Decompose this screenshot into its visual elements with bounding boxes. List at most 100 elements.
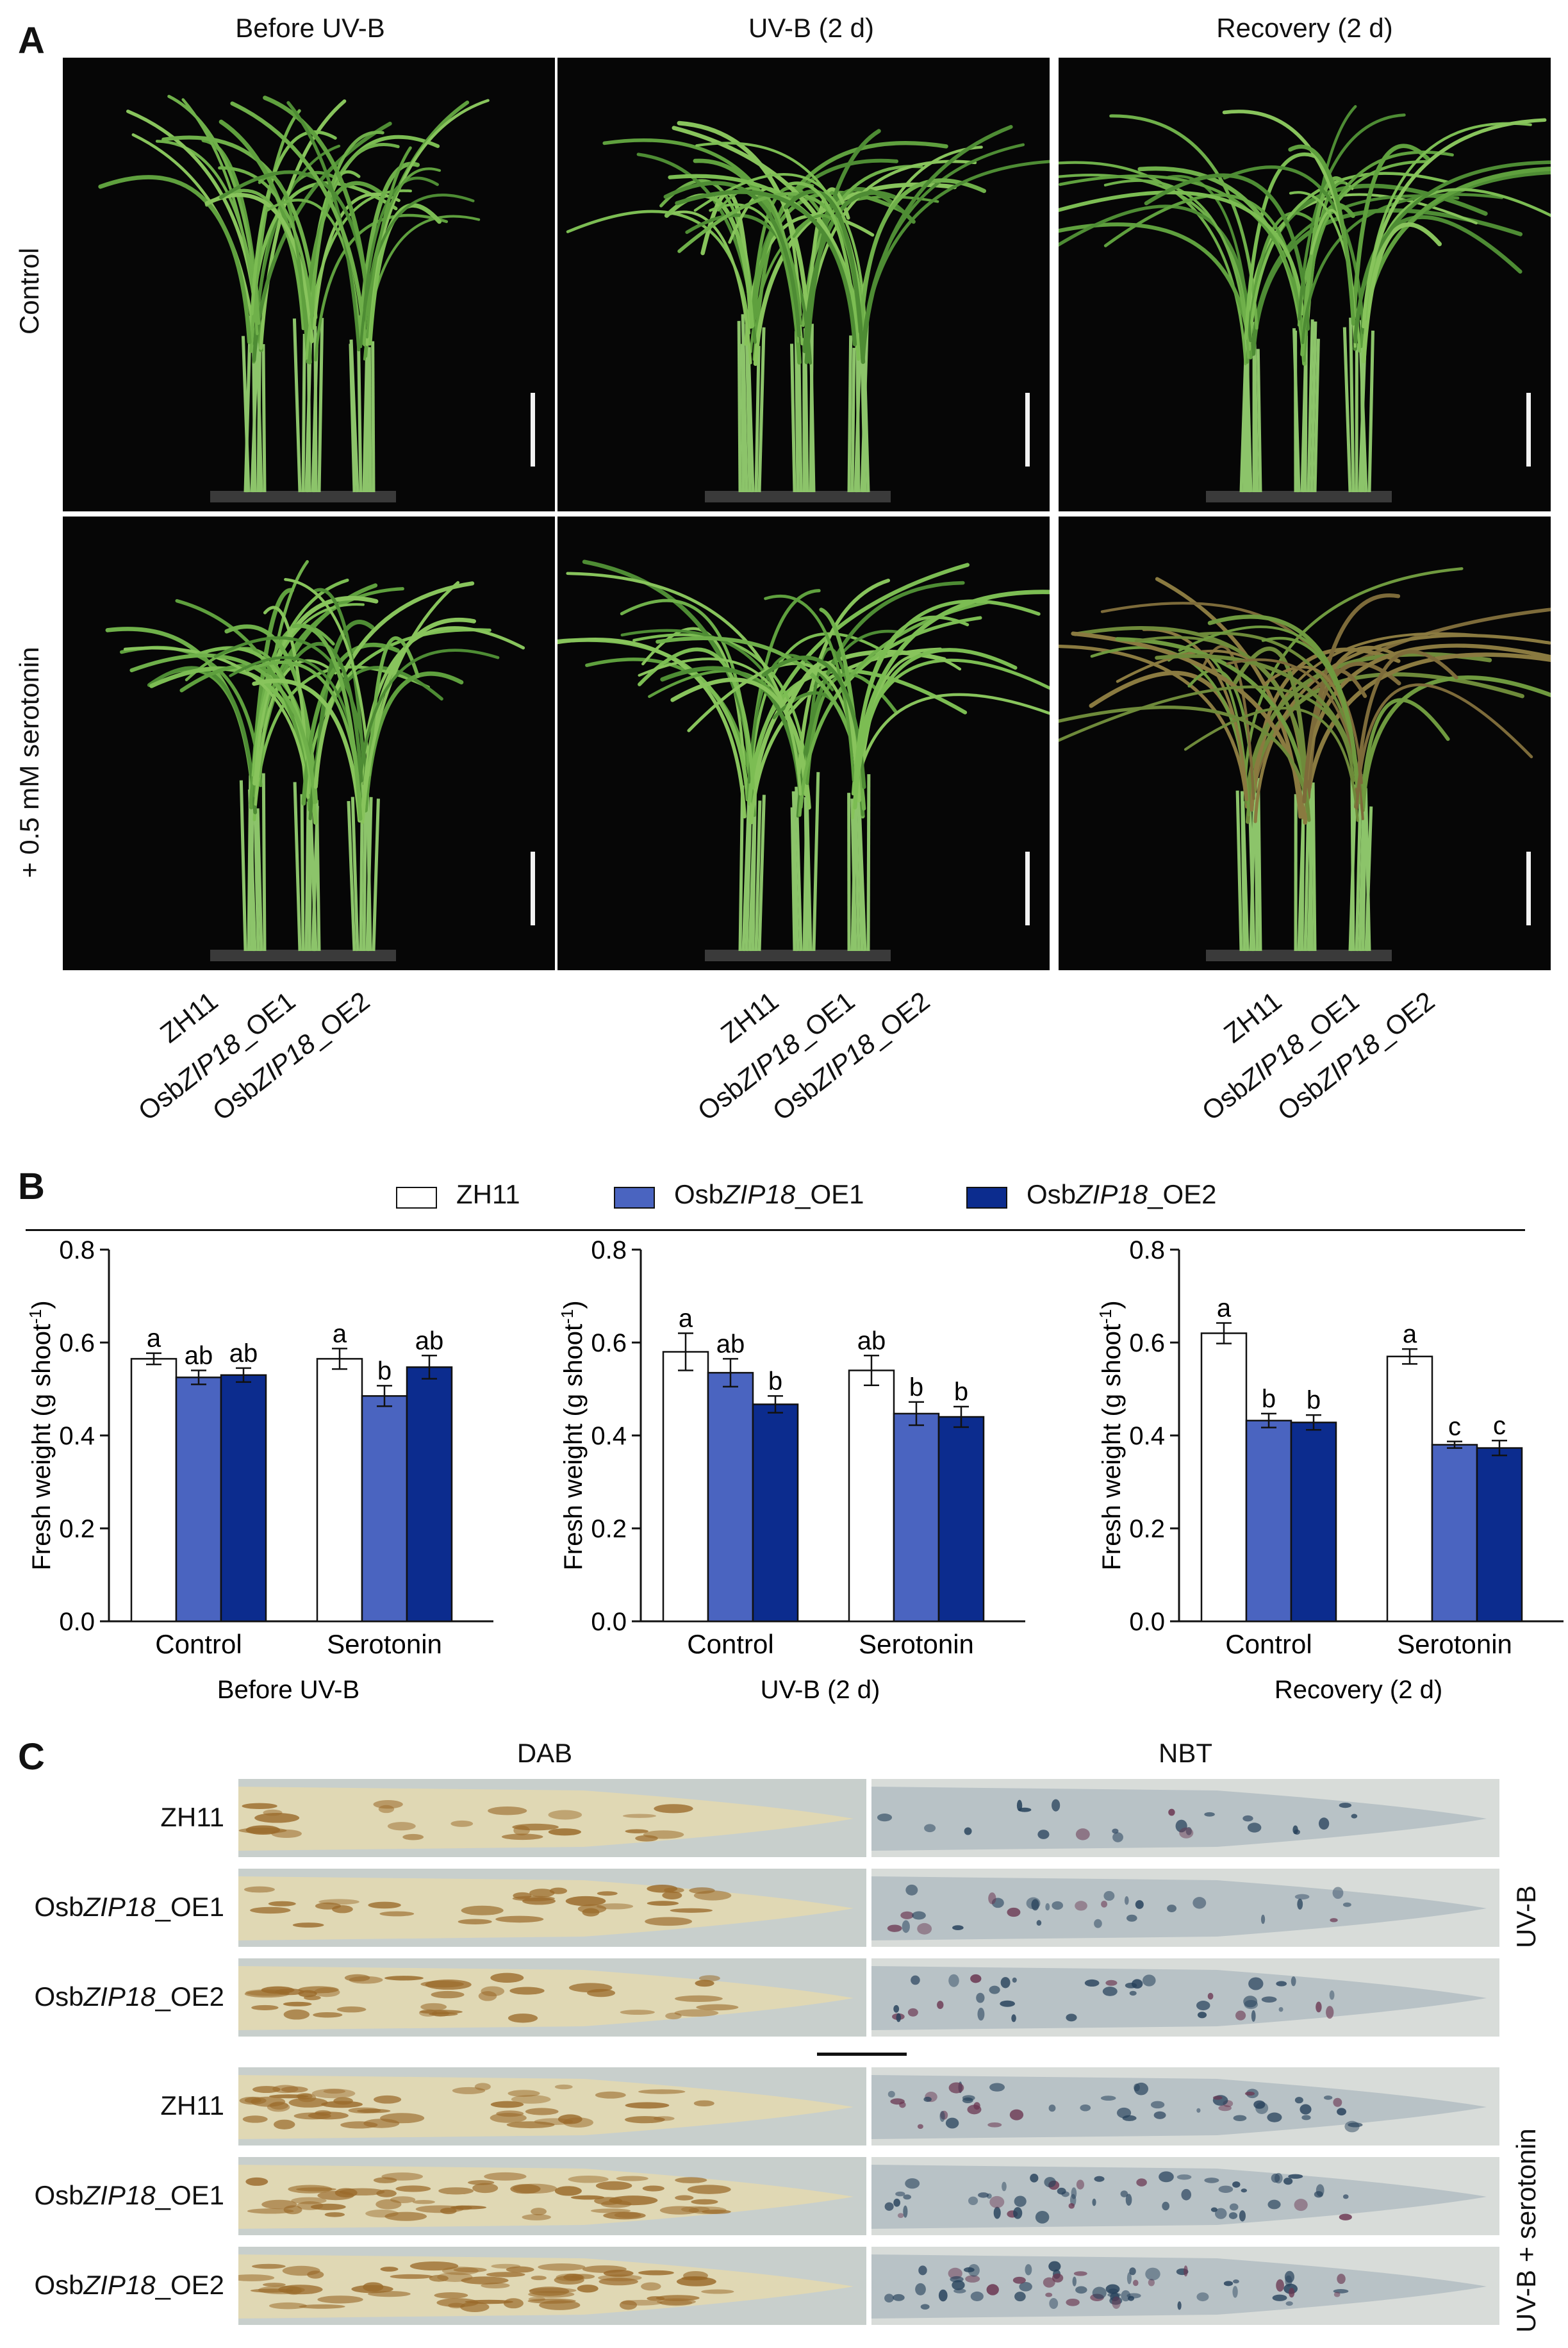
scale-bar bbox=[1526, 393, 1531, 467]
scale-bar-c bbox=[817, 2053, 907, 2056]
leaf-dab-1 bbox=[238, 1869, 866, 1947]
bar-ZH11-Control bbox=[662, 1351, 709, 1623]
bar-ZH11-Serotonin bbox=[316, 1358, 363, 1623]
bar-OsbZIP18_OE2-Control bbox=[220, 1374, 267, 1623]
significance-letter: b bbox=[377, 1357, 392, 1385]
scale-bar bbox=[531, 393, 535, 467]
y-tick-label: 0.4 bbox=[591, 1422, 627, 1450]
leaf-nbt-4 bbox=[871, 2157, 1499, 2235]
scale-bar bbox=[531, 852, 535, 925]
scale-bar bbox=[1025, 393, 1030, 467]
column-header-recovery: Recovery (2 d) bbox=[1216, 13, 1393, 43]
plant-photo-r0-c2 bbox=[1059, 58, 1551, 511]
significance-letter: a bbox=[1403, 1320, 1417, 1348]
column-header-before-uvb: Before UV-B bbox=[235, 13, 385, 43]
y-tick-label: 0.0 bbox=[1129, 1608, 1165, 1636]
plant-photo-r1-c1 bbox=[557, 517, 1050, 970]
legend-label-oe1: OsbZIP18_OE1 bbox=[674, 1179, 864, 1209]
panel-letter-b: B bbox=[18, 1166, 45, 1207]
y-tick-label: 0.2 bbox=[1129, 1515, 1165, 1543]
significance-letter: b bbox=[909, 1373, 923, 1401]
x-tick-label: Serotonin bbox=[1397, 1629, 1512, 1659]
y-axis-label-superscript: -1 bbox=[1096, 1309, 1115, 1324]
bar-OsbZIP18_OE1-Control bbox=[175, 1377, 222, 1623]
significance-letter: ab bbox=[185, 1342, 213, 1370]
x-tick-label: Control bbox=[1225, 1629, 1312, 1659]
x-tick-label: Control bbox=[155, 1629, 242, 1659]
y-axis-label: Fresh weight (g shoot-1) bbox=[26, 1300, 56, 1570]
y-axis-label-close: ) bbox=[1098, 1300, 1126, 1309]
plant-photo-r0-c0 bbox=[63, 58, 555, 511]
y-tick-label: 0.6 bbox=[59, 1329, 95, 1357]
bar-OsbZIP18_OE2-Serotonin bbox=[1476, 1447, 1523, 1623]
leaf-row-label-1: OsbZIP18_OE1 bbox=[34, 1892, 225, 1922]
significance-letter: ab bbox=[716, 1330, 745, 1358]
x-tick-label: Serotonin bbox=[859, 1629, 974, 1659]
bar-OsbZIP18_OE1-Serotonin bbox=[1431, 1444, 1478, 1623]
bar-ZH11-Serotonin bbox=[848, 1369, 895, 1623]
bar-OsbZIP18_OE2-Serotonin bbox=[406, 1366, 453, 1623]
leaf-row-label-4: OsbZIP18_OE1 bbox=[34, 2180, 225, 2210]
y-axis-label: Fresh weight (g shoot-1) bbox=[1096, 1300, 1126, 1570]
leaf-nbt-2 bbox=[871, 1958, 1499, 2037]
significance-letter: ab bbox=[857, 1327, 886, 1355]
significance-letter: a bbox=[333, 1319, 347, 1348]
scale-bar bbox=[1025, 852, 1030, 925]
bar-OsbZIP18_OE2-Serotonin bbox=[937, 1416, 985, 1623]
stain-header-nbt: NBT bbox=[1159, 1738, 1212, 1768]
significance-letter: b bbox=[1307, 1386, 1321, 1414]
significance-letter: a bbox=[679, 1305, 693, 1333]
y-tick-label: 0.2 bbox=[59, 1515, 95, 1543]
chart-title: Recovery (2 d) bbox=[1275, 1676, 1442, 1704]
stain-header-dab: DAB bbox=[516, 1738, 573, 1768]
significance-letter: b bbox=[954, 1378, 968, 1406]
leaf-nbt-1 bbox=[871, 1869, 1499, 1947]
significance-letter: a bbox=[147, 1325, 161, 1353]
y-tick-label: 0.8 bbox=[1129, 1237, 1165, 1264]
bar-OsbZIP18_OE2-Control bbox=[752, 1403, 799, 1623]
panel-letter-a: A bbox=[18, 20, 45, 62]
bar-OsbZIP18_OE1-Serotonin bbox=[893, 1412, 940, 1623]
significance-letter: a bbox=[1217, 1294, 1232, 1323]
bar-OsbZIP18_OE1-Serotonin bbox=[361, 1395, 408, 1623]
bar-OsbZIP18_OE1-Control bbox=[1245, 1419, 1292, 1623]
significance-letter: ab bbox=[415, 1327, 444, 1355]
legend-divider bbox=[26, 1229, 1525, 1231]
significance-letter: ab bbox=[229, 1339, 258, 1368]
leaf-dab-2 bbox=[238, 1958, 866, 2037]
significance-letter: c bbox=[1448, 1412, 1461, 1441]
chart-uvb: 0.0 0.2 0.4 0.6 0.8 Fresh weight (g shoot-1) a… bbox=[557, 1237, 1025, 1704]
plant-photo-r1-c0 bbox=[63, 517, 555, 970]
y-axis-label-superscript: -1 bbox=[26, 1309, 45, 1324]
chart-title: Before UV-B bbox=[217, 1676, 359, 1704]
leaf-row-label-5: OsbZIP18_OE2 bbox=[34, 2270, 225, 2300]
y-axis-label: Fresh weight (g shoot-1) bbox=[557, 1300, 588, 1570]
y-tick-label: 0.8 bbox=[591, 1237, 627, 1264]
y-tick-label: 0.6 bbox=[1129, 1329, 1165, 1357]
y-tick-label: 0.8 bbox=[59, 1237, 95, 1264]
bar-ZH11-Control bbox=[130, 1358, 177, 1623]
leaf-dab-5 bbox=[238, 2247, 866, 2325]
leaf-row-label-2: OsbZIP18_OE2 bbox=[34, 1981, 225, 2012]
y-tick-label: 0.0 bbox=[59, 1608, 95, 1636]
y-axis-label-close: ) bbox=[28, 1300, 56, 1309]
y-tick-label: 0.2 bbox=[591, 1515, 627, 1543]
significance-letter: b bbox=[1262, 1385, 1276, 1413]
chart-title: UV-B (2 d) bbox=[761, 1676, 880, 1704]
y-tick-label: 0.4 bbox=[1129, 1422, 1165, 1450]
leaf-row-label-3: ZH11 bbox=[160, 2090, 224, 2121]
bar-ZH11-Serotonin bbox=[1386, 1355, 1433, 1623]
legend-swatch-oe1 bbox=[614, 1187, 655, 1209]
column-header-uvb: UV-B (2 d) bbox=[748, 13, 875, 43]
plant-photo-r0-c1 bbox=[557, 58, 1050, 511]
y-tick-label: 0.0 bbox=[591, 1608, 627, 1636]
scale-bar bbox=[1526, 852, 1531, 925]
y-axis-label-close: ) bbox=[559, 1300, 588, 1309]
leaf-row-label-0: ZH11 bbox=[160, 1802, 224, 1832]
bar-OsbZIP18_OE2-Control bbox=[1290, 1421, 1337, 1623]
leaf-dab-3 bbox=[238, 2067, 866, 2145]
y-tick-label: 0.6 bbox=[591, 1329, 627, 1357]
leaf-nbt-0 bbox=[871, 1779, 1499, 1857]
row-header-control: Control bbox=[14, 247, 44, 335]
legend-swatch-zh11 bbox=[396, 1187, 437, 1209]
